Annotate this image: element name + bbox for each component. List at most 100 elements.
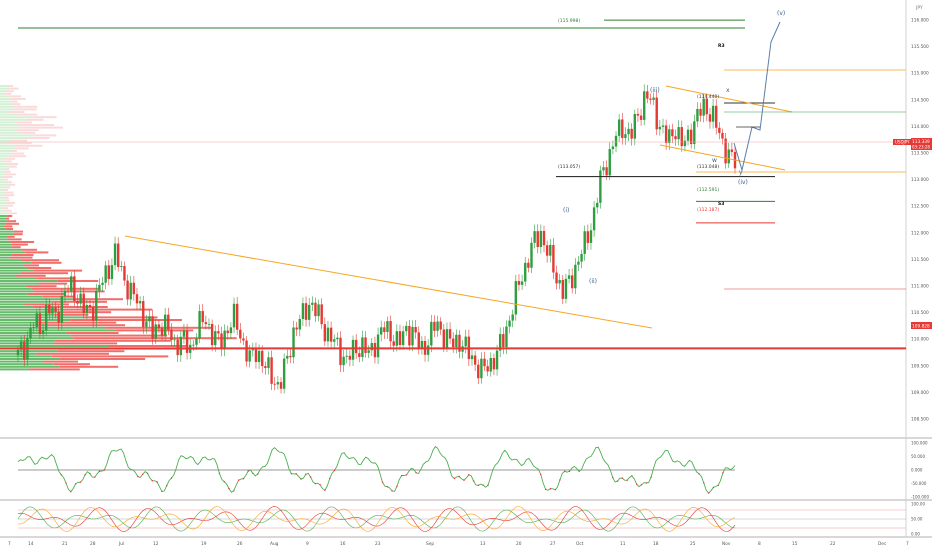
volume-bar-up <box>0 319 70 321</box>
volume-bar-up <box>0 178 4 181</box>
price-axis[interactable]: 116.000 115.500 115.000 114.500 114.000 113.5… <box>911 18 929 423</box>
osc1-neg-point <box>247 470 249 472</box>
candle-up <box>693 121 696 145</box>
candle-down <box>185 330 189 353</box>
volume-bar-up <box>0 100 11 103</box>
r3-label: R3 <box>718 43 725 49</box>
candle-up <box>60 296 64 323</box>
osc1-neg-point <box>458 475 460 478</box>
volume-bar-down <box>33 134 57 137</box>
volume-bar-up <box>0 87 10 90</box>
candle-up <box>627 128 630 135</box>
volume-bar-down <box>15 129 39 132</box>
volume-bar-up <box>0 131 20 134</box>
volume-bar-up <box>0 355 52 358</box>
time-tick-label: 8 <box>758 541 761 547</box>
volume-bar-up <box>0 194 6 197</box>
time-tick-label: Sep <box>426 541 434 547</box>
current-price-text: 113.339 <box>912 139 930 145</box>
volume-bar-up <box>0 259 22 262</box>
candle-up <box>41 330 45 335</box>
volume-bar-up <box>0 248 23 251</box>
candle-down <box>329 327 333 342</box>
candle-down <box>439 321 442 330</box>
candle-up <box>599 170 602 203</box>
candle-up <box>520 281 524 285</box>
candle-up <box>198 311 201 339</box>
volume-bar-up <box>0 173 6 176</box>
volume-bar-down <box>5 90 14 93</box>
candle-up <box>232 303 236 328</box>
candle-down <box>323 324 327 342</box>
candle-down <box>452 338 455 348</box>
candle-up <box>70 276 73 292</box>
volume-bar-down <box>43 360 78 363</box>
volume-bar-up <box>0 228 6 230</box>
channel-lower-line[interactable] <box>659 144 786 171</box>
candle-down <box>82 293 85 314</box>
candle-up <box>596 202 599 208</box>
candle-down <box>458 334 461 352</box>
volume-bar-up <box>0 191 5 194</box>
candle-down <box>639 115 643 120</box>
volume-bar-down <box>4 170 11 173</box>
price-tick-label: 110.500 <box>911 310 929 316</box>
osc1-neg-point <box>60 474 62 476</box>
candle-down <box>201 311 204 323</box>
oscillator-2-axis[interactable]: 100.00 50.00 0.00 <box>911 502 925 537</box>
candle-up <box>192 344 195 346</box>
osc1-neg-point <box>631 475 633 477</box>
osc1-neg-point <box>103 469 106 471</box>
volume-bar-up <box>0 225 5 228</box>
volume-bar-up <box>0 165 10 168</box>
volume-bar-up <box>0 300 53 303</box>
volume-bar-down <box>5 217 10 220</box>
candle-down <box>552 244 555 273</box>
volume-bar-down <box>27 267 52 269</box>
candle-down <box>38 313 42 335</box>
oscillator-1-axis[interactable]: 100.000 50.000 0.000 -50.000 -100.000 <box>911 441 929 500</box>
volume-bar-down <box>11 243 28 246</box>
volume-bar-down <box>16 113 38 116</box>
time-axis[interactable]: 7 14 21 28 Jul 12 19 26 Aug 9 16 23 Sep 13 20 27 Oct 11 18… <box>8 541 909 547</box>
candle-up <box>298 319 301 330</box>
volume-bar-down <box>72 298 124 301</box>
volume-bar-up <box>0 332 67 334</box>
volume-bar-down <box>3 176 13 178</box>
osc1-neg-point <box>391 490 393 492</box>
volume-bar-up <box>0 152 14 155</box>
candle-down <box>364 337 367 353</box>
volume-bar-down <box>4 186 11 189</box>
time-tick-label: 20 <box>516 541 522 547</box>
osc1-neg-point <box>166 485 168 487</box>
candle-down <box>718 127 721 133</box>
descending-trendline[interactable] <box>124 235 653 329</box>
osc1-neg-point <box>616 480 619 482</box>
wave-label-y: y <box>739 169 743 176</box>
candle-up <box>63 290 67 297</box>
candle-up <box>511 314 514 321</box>
osc1-neg-point <box>703 482 705 484</box>
candle-up <box>110 265 114 280</box>
volume-bar-up <box>0 293 28 295</box>
volume-bar-down <box>70 334 168 337</box>
candle-down <box>636 113 640 116</box>
osc1-neg-point <box>463 479 465 481</box>
volume-bar-up <box>0 287 32 290</box>
channel-upper-line[interactable] <box>665 85 793 113</box>
candle-up <box>51 307 54 314</box>
volume-bar-down <box>82 316 158 319</box>
candle-up <box>401 331 405 346</box>
volume-bar-down <box>14 121 32 124</box>
osc2-tick-label: 100.00 <box>911 502 925 507</box>
candle-up <box>333 339 336 342</box>
volume-bar-up <box>0 129 16 132</box>
osc1-neg-point <box>151 480 153 482</box>
candle-up <box>580 253 583 262</box>
volume-bar-down <box>15 144 43 147</box>
projection-wave-path[interactable] <box>733 21 781 172</box>
candle-down <box>73 276 76 301</box>
candle-down <box>289 355 292 358</box>
